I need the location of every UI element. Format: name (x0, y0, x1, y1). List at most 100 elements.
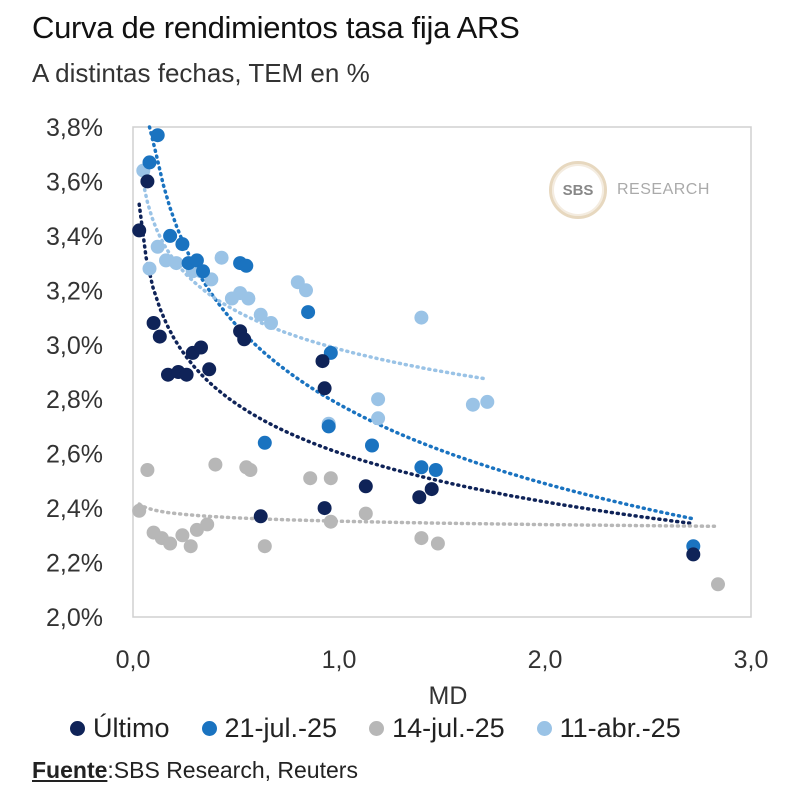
x-axis-ticks: 0,0 1,0 2,0 3,0 (116, 646, 769, 674)
data-point-series-1 (428, 463, 443, 477)
data-point-series-2 (303, 471, 318, 486)
legend-label-ultimo: Último (93, 713, 170, 743)
data-point-series-3 (371, 392, 386, 407)
data-point-series-2 (257, 539, 272, 554)
data-point-series-3 (299, 283, 313, 298)
data-point-series-0 (132, 223, 147, 238)
legend-marker-11-abr (536, 721, 552, 736)
x-tick-label: 1,0 (322, 646, 357, 674)
data-point-series-2 (243, 463, 258, 477)
legend-item-14-jul: 14-jul.-25 (369, 713, 505, 744)
data-point-series-0 (317, 381, 332, 396)
data-point-series-0 (317, 501, 332, 516)
data-point-series-3 (264, 316, 278, 330)
y-tick-label: 2,8% (46, 386, 103, 414)
data-point-series-0 (315, 354, 330, 369)
source-note: Fuente:SBS Research, Reuters (32, 757, 358, 784)
data-point-series-0 (253, 509, 268, 524)
data-point-series-3 (253, 307, 268, 322)
data-point-series-2 (183, 539, 198, 554)
data-point-series-1 (142, 155, 157, 170)
data-point-series-0 (152, 329, 167, 344)
y-tick-label: 2,2% (46, 550, 103, 578)
data-point-series-3 (142, 261, 157, 276)
trendline-series-1 (147, 125, 696, 521)
data-point-series-2 (711, 577, 725, 592)
data-point-series-3 (480, 394, 495, 409)
legend-marker-21-jul (201, 721, 217, 736)
data-point-series-3 (150, 239, 165, 254)
plot-area-frame (132, 126, 752, 618)
y-tick-label: 3,6% (46, 168, 103, 196)
data-point-series-3 (465, 397, 480, 412)
legend-label-14-jul: 14-jul.-25 (392, 713, 505, 743)
trendline-series-2 (137, 502, 720, 529)
data-point-series-2 (140, 463, 155, 477)
data-point-series-2 (163, 536, 178, 551)
x-tick-label: 3,0 (734, 646, 769, 674)
legend-item-ultimo: Último (70, 713, 170, 744)
data-point-series-1 (301, 305, 316, 320)
y-axis-ticks: 2,0% 2,2% 2,4% 2,6% 2,8% 3,0% 3,2% 3,4% 3,6% 3,8% (46, 114, 103, 632)
data-point-series-2 (323, 514, 338, 529)
data-point-series-2 (430, 536, 445, 551)
data-point-series-3 (414, 310, 429, 325)
data-points (132, 128, 725, 592)
data-point-series-2 (323, 471, 338, 486)
data-point-series-2 (208, 457, 223, 472)
source-text: :SBS Research, Reuters (107, 757, 358, 783)
trendline-series-3 (141, 181, 490, 381)
x-tick-label: 2,0 (528, 646, 563, 674)
data-point-series-0 (194, 340, 208, 355)
y-tick-label: 2,4% (46, 495, 103, 523)
legend-label-21-jul: 21-jul.-25 (224, 713, 338, 743)
data-point-series-3 (169, 256, 184, 271)
x-tick-label: 0,0 (116, 646, 151, 674)
y-tick-label: 2,6% (46, 441, 103, 469)
data-point-series-1 (175, 237, 190, 252)
data-point-series-2 (414, 531, 429, 546)
data-point-series-0 (179, 367, 194, 382)
data-point-series-2 (200, 517, 215, 532)
data-point-series-3 (241, 291, 256, 306)
data-point-series-3 (214, 250, 229, 265)
data-point-series-2 (189, 522, 204, 537)
watermark-text: RESEARCH (617, 181, 710, 198)
y-tick-label: 3,8% (46, 114, 103, 142)
y-tick-label: 2,0% (46, 604, 103, 632)
y-tick-label: 3,4% (46, 223, 103, 251)
data-point-series-0 (202, 362, 217, 377)
chart-subtitle: A distintas fechas, TEM en % (32, 58, 370, 88)
legend-item-21-jul: 21-jul.-25 (201, 713, 338, 744)
data-point-series-1 (239, 258, 254, 273)
legend-marker-14-jul (369, 721, 385, 736)
chart-title: Curva de rendimientos tasa fija ARS (32, 10, 520, 45)
data-point-series-1 (189, 253, 204, 268)
data-point-series-0 (358, 479, 373, 494)
data-point-series-1 (150, 128, 165, 143)
data-point-series-2 (132, 503, 147, 518)
data-point-series-0 (412, 490, 427, 505)
legend-marker-ultimo (70, 721, 85, 736)
data-point-series-1 (163, 228, 178, 243)
data-point-series-0 (424, 482, 439, 497)
legend-label-11-abr: 11-abr.-25 (559, 713, 681, 743)
legend: Último 21-jul.-25 14-jul.-25 11-abr.-25 (70, 713, 681, 744)
data-point-series-0 (140, 174, 155, 189)
sbs-research-watermark: SBS RESEARCH (549, 161, 710, 219)
x-axis-label: MD (429, 682, 468, 710)
data-point-series-1 (321, 419, 336, 434)
data-point-series-1 (257, 435, 272, 450)
y-tick-label: 3,0% (46, 332, 103, 360)
sbs-logo-icon: SBS (549, 161, 607, 219)
data-point-series-1 (365, 438, 379, 453)
data-point-series-2 (175, 528, 190, 543)
source-label: Fuente (32, 757, 108, 783)
data-point-series-0 (146, 316, 161, 330)
data-point-series-0 (237, 332, 252, 347)
data-point-series-1 (196, 264, 210, 279)
trendlines (137, 125, 720, 529)
y-tick-label: 3,2% (46, 277, 103, 305)
trendline-series-0 (137, 202, 696, 526)
